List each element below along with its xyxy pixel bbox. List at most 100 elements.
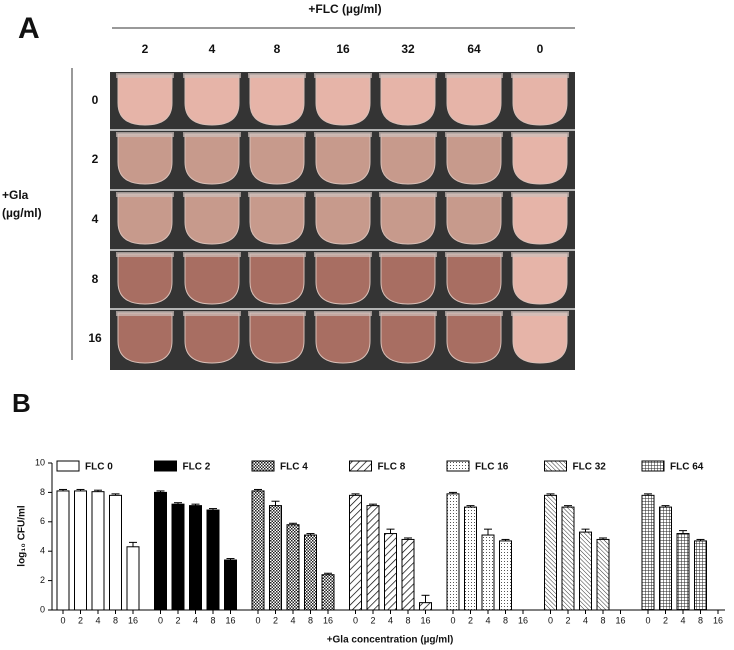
error-bar — [174, 502, 182, 505]
bar — [446, 493, 460, 611]
row-label: 4 — [92, 212, 99, 226]
tube — [446, 312, 502, 364]
bar — [579, 531, 592, 611]
tube — [380, 253, 436, 305]
bar — [641, 494, 655, 611]
bar — [694, 540, 707, 611]
x-tick-label: 0 — [158, 615, 163, 625]
error-bar — [94, 489, 102, 492]
tube-rim — [314, 252, 372, 257]
tube-rim — [116, 132, 174, 137]
column-label: 4 — [209, 42, 216, 56]
tube-rim — [116, 73, 174, 78]
tube-rim — [248, 73, 306, 78]
tube — [380, 133, 436, 185]
legend-label: FLC 0 — [85, 462, 113, 473]
bar — [499, 540, 512, 611]
bar — [676, 533, 690, 611]
tube-rim — [511, 132, 569, 137]
tube — [512, 312, 568, 364]
legend-swatch — [154, 460, 177, 472]
column-label: 64 — [467, 42, 481, 56]
error-bar — [129, 541, 137, 547]
y-tick-label: 2 — [40, 575, 45, 585]
tube-rim — [248, 252, 306, 257]
tube — [512, 74, 568, 126]
bar — [544, 494, 557, 611]
tube — [184, 312, 240, 364]
tube — [249, 193, 305, 245]
error-bar — [466, 505, 475, 508]
legend-label: FLC 32 — [573, 462, 607, 473]
tube — [380, 193, 436, 245]
x-tick-label: 4 — [95, 615, 100, 625]
legend-swatch — [641, 460, 665, 472]
error-bar — [324, 572, 332, 575]
row-label: 8 — [92, 272, 99, 286]
tube-rim — [511, 192, 569, 197]
tube-rim — [314, 192, 372, 197]
tube-rim — [445, 311, 503, 316]
error-bar — [546, 493, 555, 496]
bar — [126, 546, 140, 611]
x-tick-label: 8 — [210, 615, 215, 625]
bar — [56, 490, 70, 611]
tube — [512, 133, 568, 185]
error-bar — [59, 488, 67, 491]
x-tick-label: 4 — [680, 615, 685, 625]
error-bar — [76, 488, 85, 491]
panel-b: B log₁₀ CFU/ml +Gla concentration (µg/ml… — [12, 388, 725, 646]
error-bar — [369, 503, 377, 506]
legend-swatch — [349, 460, 372, 472]
tube — [117, 193, 173, 245]
bar — [189, 505, 202, 611]
error-bar — [351, 493, 360, 496]
error-bar — [501, 538, 510, 541]
tube — [184, 133, 240, 185]
bar — [286, 524, 300, 611]
tube — [117, 74, 173, 126]
tube-rim — [511, 311, 569, 316]
x-tick-label: 16 — [225, 615, 235, 625]
x-tick-label: 8 — [113, 615, 118, 625]
tube — [184, 74, 240, 126]
row-title: +Gla — [2, 188, 29, 202]
x-tick-label: 4 — [583, 615, 588, 625]
x-tick-label: 8 — [600, 615, 605, 625]
x-tick-label: 16 — [518, 615, 528, 625]
error-bar — [696, 538, 705, 541]
error-bar — [111, 493, 120, 496]
x-tick-label: 2 — [175, 615, 180, 625]
x-tick-label: 4 — [388, 615, 393, 625]
error-bar — [404, 537, 412, 540]
bar — [349, 494, 362, 611]
tube — [512, 253, 568, 305]
bar — [561, 506, 575, 611]
tube — [249, 253, 305, 305]
bar — [366, 505, 380, 611]
tube-rim — [183, 252, 241, 257]
tube-rim — [248, 132, 306, 137]
legend-label: FLC 4 — [280, 462, 308, 473]
tube — [249, 74, 305, 126]
tube — [315, 312, 371, 364]
x-tick-label: 8 — [503, 615, 508, 625]
tube — [380, 74, 436, 126]
bar — [109, 494, 122, 611]
x-tick-label: 0 — [60, 615, 65, 625]
bar — [269, 505, 282, 611]
tube-rim — [445, 192, 503, 197]
column-title: +FLC (µg/ml) — [308, 2, 381, 16]
bar — [154, 491, 167, 611]
error-bar — [421, 594, 430, 603]
error-bar — [661, 505, 670, 508]
error-bar — [156, 490, 165, 493]
bar — [384, 533, 397, 611]
bar — [596, 538, 610, 611]
y-tick-label: 10 — [35, 457, 45, 467]
error-bar — [599, 537, 607, 540]
tube-rim — [314, 73, 372, 78]
x-tick-label: 16 — [713, 615, 723, 625]
tube — [380, 312, 436, 364]
